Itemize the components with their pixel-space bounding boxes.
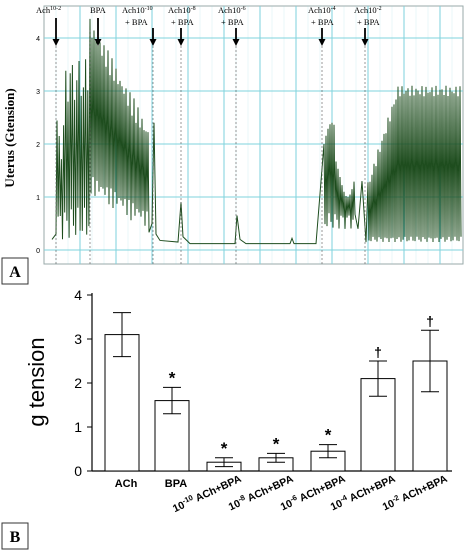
panel-b-label-box [1, 522, 29, 550]
trace-annotation-suffix: + BPA [357, 17, 381, 27]
significance-marker: * [273, 434, 280, 453]
trace-annotation-label: Ach10-2 [354, 5, 382, 15]
trace-annotation-label: Ach10-4 [308, 5, 336, 15]
trace-annotation-arrowhead [177, 39, 185, 46]
trace-y-ticks: 0 1 2 3 4 [36, 36, 40, 255]
trace-annotation-suffix: + BPA [221, 17, 245, 27]
uterus-tension-trace [51, 18, 462, 245]
trace-annotation-arrowhead [52, 39, 60, 46]
bar-y-tick-label: 2 [74, 375, 82, 391]
significance-marker: † [426, 313, 434, 329]
bar-series: * * * * † † [104, 312, 448, 472]
trace-annotation-label: Ach10-8 [168, 5, 196, 15]
trace-y-tick-label: 4 [36, 36, 40, 43]
trace-annotation-label: Ach10-10 [122, 5, 153, 15]
significance-marker: * [169, 368, 176, 387]
trace-y-tick-label: 0 [36, 248, 40, 255]
trace-annotation-arrowhead [149, 39, 157, 46]
trace-annotations: Ach10-2 BPA Ach10-10 + BPA Ach10-8 + BPA Ach10… [36, 5, 382, 46]
trace-annotation-arrowhead [94, 39, 102, 46]
bar [104, 334, 140, 472]
trace-y-tick-label: 1 [36, 195, 40, 202]
bar-category-label: ACh [115, 478, 138, 490]
trace-y-tick-label: 3 [36, 89, 40, 96]
trace-annotation-label: BPA [90, 5, 107, 15]
trace-annotation-arrowhead [361, 39, 369, 46]
bar-y-tick-label: 3 [74, 331, 82, 347]
panel-a-label-box [1, 257, 29, 285]
bar-y-ticks: 0 1 2 3 4 [74, 287, 92, 479]
trace-event-lines [55, 30, 366, 264]
bar-y-axis-label: g tension [24, 337, 49, 426]
trace-annotation-arrowhead [318, 39, 326, 46]
trace-annotation-suffix: + BPA [171, 17, 195, 27]
significance-marker: * [221, 439, 228, 458]
trace-annotation-suffix: + BPA [125, 17, 149, 27]
bar-category-label: BPA [165, 478, 187, 490]
trace-annotation-label: Ach10-2 [36, 5, 61, 15]
bar-y-tick-label: 4 [74, 287, 82, 303]
trace-annotation-arrowhead [232, 39, 240, 46]
significance-marker: * [325, 426, 332, 445]
panel-a-label: A [9, 264, 21, 281]
bar-y-tick-label: 0 [74, 463, 82, 479]
panel-b-label: B [10, 529, 21, 546]
trace-y-tick-label: 2 [36, 142, 40, 149]
bar-y-tick-label: 1 [74, 419, 82, 435]
significance-marker: † [374, 344, 382, 360]
trace-y-axis-label: Uterus (Gtension) [2, 88, 17, 187]
trace-annotation-suffix: + BPA [311, 17, 335, 27]
trace-annotation-label: Ach10-6 [218, 5, 246, 15]
